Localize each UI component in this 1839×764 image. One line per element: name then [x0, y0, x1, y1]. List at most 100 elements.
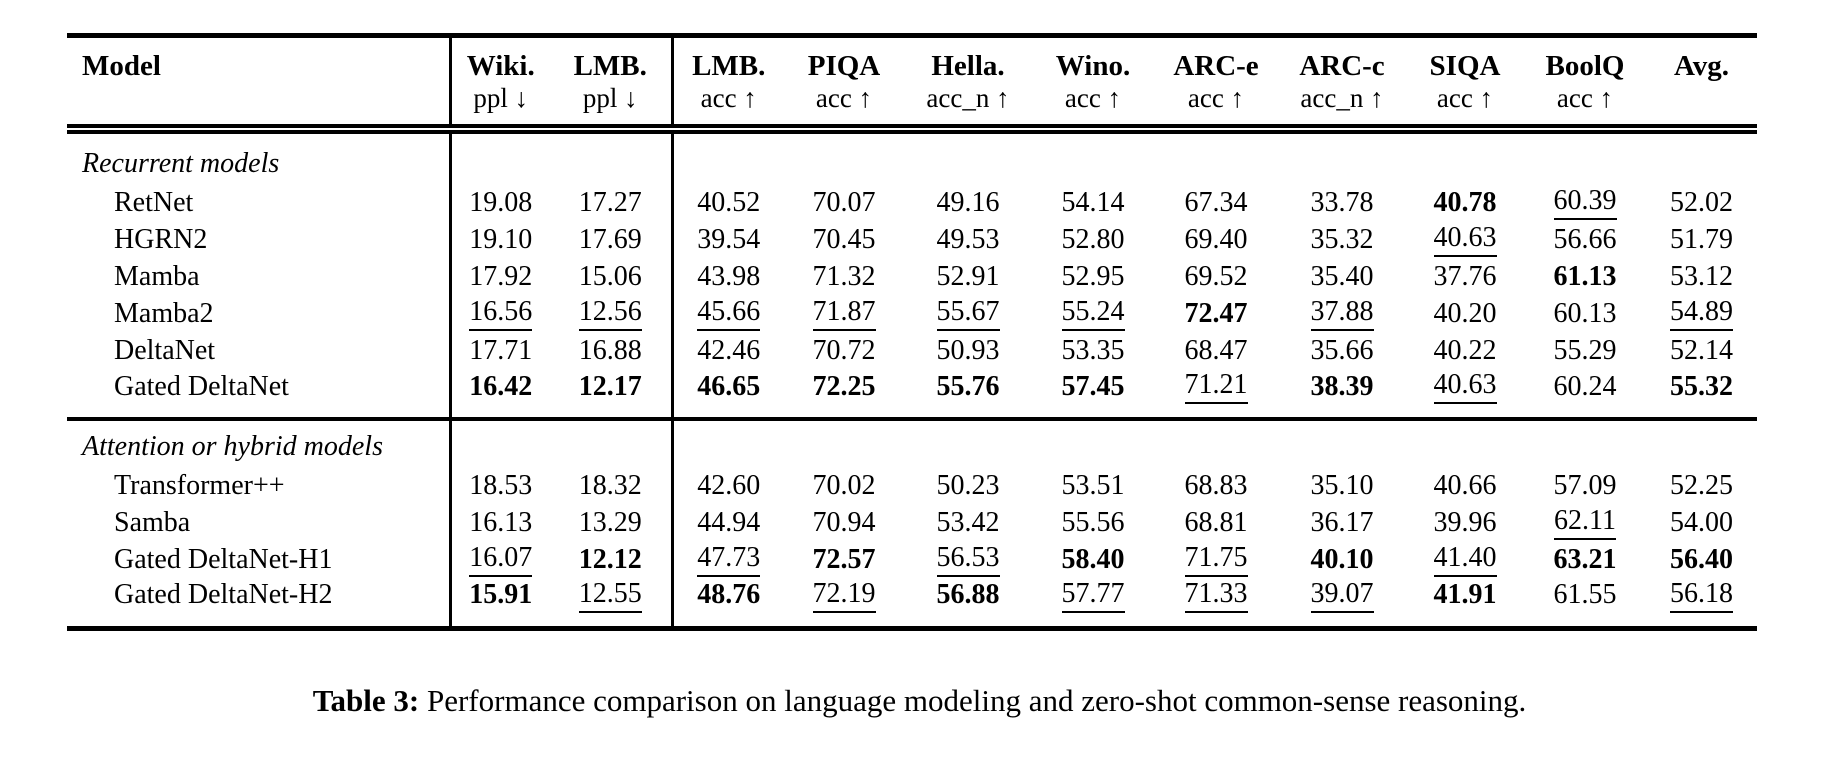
value-cell: 43.98: [672, 258, 784, 295]
value-cell: 35.66: [1278, 332, 1406, 369]
value-text: 69.52: [1184, 260, 1248, 292]
value-text: 60.13: [1553, 297, 1617, 329]
value-cell: 13.29: [550, 504, 674, 541]
value-cell: 35.10: [1278, 467, 1406, 504]
model-cell: DeltaNet: [67, 332, 452, 369]
section-spacer: [450, 417, 674, 467]
value-cell: 71.21: [1154, 369, 1278, 419]
column-header: ARC-c: [1299, 50, 1385, 82]
value-text: 40.22: [1433, 334, 1497, 366]
value-text: 55.29: [1553, 334, 1617, 366]
value-cell: 72.19: [784, 578, 904, 628]
metric-header: acc ↑: [1556, 83, 1614, 113]
value-text: 19.08: [469, 186, 533, 218]
table-row: RetNet 19.08 17.27 40.52 70.07 49.16 54.14 67.3…: [67, 184, 1757, 221]
value-cell: 35.40: [1278, 258, 1406, 295]
value-text: 56.40: [1670, 543, 1733, 575]
value-cell: 52.25: [1646, 467, 1757, 504]
value-text: 42.46: [697, 334, 761, 366]
value-text: 55.67: [936, 296, 1000, 331]
value-cell: 56.88: [904, 578, 1032, 628]
column-header: ARC-e: [1173, 50, 1259, 82]
table-row: HGRN2 19.10 17.69 39.54 70.45 49.53 52.80 69.40…: [67, 221, 1757, 258]
value-cell: 72.25: [784, 369, 904, 419]
caption-text: Performance comparison on language model…: [419, 683, 1527, 718]
value-text: 35.66: [1310, 334, 1374, 366]
section-header-row: Attention or hybrid models: [67, 417, 1757, 467]
value-cell: 53.35: [1032, 332, 1154, 369]
value-text: 43.98: [697, 260, 761, 292]
value-text: 72.19: [812, 578, 876, 613]
value-text: 15.91: [469, 579, 533, 611]
value-cell: 19.08: [450, 184, 550, 221]
column-header: Hella.: [931, 50, 1005, 82]
value-cell: 49.16: [904, 184, 1032, 221]
value-text: 16.07: [469, 542, 533, 577]
value-text: 17.92: [469, 260, 533, 292]
value-text: 12.55: [578, 578, 642, 613]
value-cell: 55.76: [904, 369, 1032, 419]
value-cell: 41.40: [1406, 541, 1524, 578]
value-cell: 40.52: [672, 184, 784, 221]
value-cell: 52.14: [1646, 332, 1757, 369]
metric-header: acc_n ↑: [926, 83, 1010, 113]
value-text: 52.80: [1061, 223, 1125, 255]
value-cell: 44.94: [672, 504, 784, 541]
column-header: PIQA: [807, 50, 881, 82]
value-text: 40.66: [1433, 469, 1497, 501]
value-cell: 71.75: [1154, 541, 1278, 578]
value-cell: 17.71: [450, 332, 550, 369]
value-cell: 52.02: [1646, 184, 1757, 221]
value-cell: 53.42: [904, 504, 1032, 541]
value-text: 50.23: [936, 469, 1000, 501]
value-text: 49.16: [936, 186, 1000, 218]
value-cell: 36.17: [1278, 504, 1406, 541]
value-cell: 61.13: [1524, 258, 1646, 295]
value-text: 50.93: [936, 334, 1000, 366]
value-text: 18.32: [578, 469, 642, 501]
value-text: 58.40: [1061, 543, 1125, 575]
value-text: 35.10: [1310, 469, 1374, 501]
value-cell: 68.47: [1154, 332, 1278, 369]
value-cell: 55.56: [1032, 504, 1154, 541]
value-cell: 62.11: [1524, 504, 1646, 541]
value-cell: 19.10: [450, 221, 550, 258]
value-text: 17.71: [469, 334, 533, 366]
value-cell: 72.57: [784, 541, 904, 578]
table-row: Mamba2 16.56 12.56 45.66 71.87 55.67 55.24 72.4…: [67, 295, 1757, 332]
value-text: 52.02: [1670, 186, 1733, 218]
value-cell: 12.12: [550, 541, 674, 578]
value-cell: 42.60: [672, 467, 784, 504]
value-cell: 70.45: [784, 221, 904, 258]
value-text: 40.10: [1310, 543, 1374, 575]
table-body: Recurrent models RetNet 19.08 17.27 40.52 70.…: [67, 132, 1757, 629]
value-cell: 50.23: [904, 467, 1032, 504]
section-label: Recurrent models: [67, 132, 452, 184]
section-label: Attention or hybrid models: [67, 417, 452, 467]
value-cell: 61.55: [1524, 578, 1646, 628]
value-text: 12.56: [578, 296, 642, 331]
value-text: 71.21: [1184, 369, 1248, 404]
value-cell: 16.42: [450, 369, 550, 419]
value-text: 12.17: [578, 370, 642, 402]
metric-header: ppl ↓: [550, 83, 674, 126]
value-cell: 68.83: [1154, 467, 1278, 504]
value-text: 55.24: [1061, 296, 1125, 331]
value-text: 56.66: [1553, 223, 1617, 255]
value-text: 18.53: [469, 469, 533, 501]
value-text: 55.56: [1061, 506, 1125, 538]
value-cell: 17.92: [450, 258, 550, 295]
column-header: Avg.: [1673, 50, 1730, 82]
table-caption: Table 3: Performance comparison on langu…: [0, 683, 1839, 719]
value-cell: 56.40: [1646, 541, 1757, 578]
value-text: 68.47: [1184, 334, 1248, 366]
value-text: 70.45: [812, 223, 876, 255]
value-cell: 39.54: [672, 221, 784, 258]
value-text: 63.21: [1553, 543, 1617, 575]
value-cell: 71.32: [784, 258, 904, 295]
metric-header: acc ↑: [1187, 83, 1245, 113]
column-header: LMB.: [692, 50, 766, 82]
value-text: 45.66: [697, 296, 761, 331]
value-text: 42.60: [697, 469, 761, 501]
value-cell: 40.63: [1406, 369, 1524, 419]
